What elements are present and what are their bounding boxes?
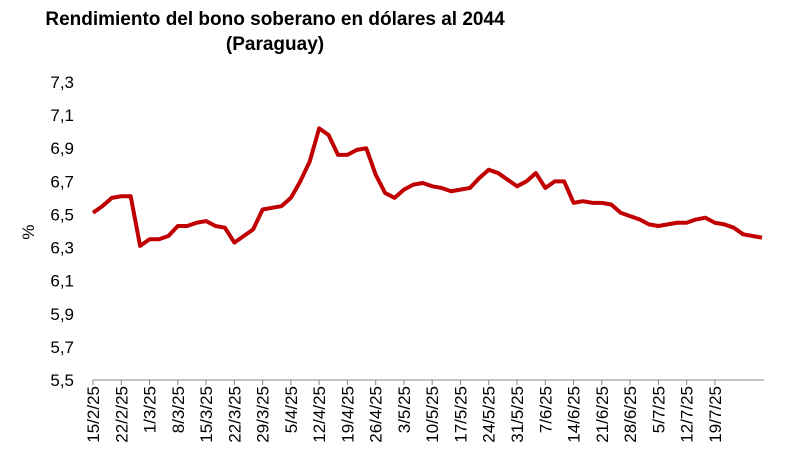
chart-title: (Paraguay) <box>226 34 324 55</box>
y-tick-label: 6,9 <box>50 139 74 158</box>
y-tick-label: 5,7 <box>50 338 74 357</box>
x-tick-label: 7/6/25 <box>536 386 555 433</box>
x-tick-label: 29/3/25 <box>254 386 273 443</box>
x-tick-label: 17/5/25 <box>451 386 470 443</box>
y-tick-label: 5,5 <box>50 371 74 390</box>
x-tick-label: 8/3/25 <box>169 386 188 433</box>
x-tick-label: 19/7/25 <box>706 386 725 443</box>
y-tick-label: 5,9 <box>50 305 74 324</box>
x-tick-label: 1/3/25 <box>141 386 160 433</box>
x-tick-label: 12/4/25 <box>310 386 329 443</box>
x-tick-label: 22/2/25 <box>112 386 131 443</box>
y-tick-label: 6,7 <box>50 172 74 191</box>
x-tick-label: 12/7/25 <box>678 386 697 443</box>
x-tick-label: 14/6/25 <box>565 386 584 443</box>
x-tick-label: 22/3/25 <box>225 386 244 443</box>
y-tick-label: 6,1 <box>50 272 74 291</box>
y-tick-label: 7,1 <box>50 106 74 125</box>
x-tick-label: 5/7/25 <box>649 386 668 433</box>
x-tick-label: 5/4/25 <box>282 386 301 433</box>
y-tick-label: 6,3 <box>50 239 74 258</box>
x-tick-label: 28/6/25 <box>621 386 640 443</box>
x-tick-label: 21/6/25 <box>593 386 612 443</box>
x-tick-label: 15/3/25 <box>197 386 216 443</box>
x-tick-label: 19/4/25 <box>338 386 357 443</box>
y-tick-label: 6,5 <box>50 205 74 224</box>
chart-title: Rendimiento del bono soberano en dólares… <box>45 9 505 30</box>
x-tick-label: 24/5/25 <box>480 386 499 443</box>
x-tick-label: 31/5/25 <box>508 386 527 443</box>
x-tick-label: 26/4/25 <box>367 386 386 443</box>
y-axis-label: % <box>19 224 38 239</box>
data-line <box>91 126 763 248</box>
x-tick-label: 10/5/25 <box>423 386 442 443</box>
x-tick-label: 15/2/25 <box>84 386 103 443</box>
y-tick-label: 7,3 <box>50 73 74 92</box>
x-tick-label: 3/5/25 <box>395 386 414 433</box>
